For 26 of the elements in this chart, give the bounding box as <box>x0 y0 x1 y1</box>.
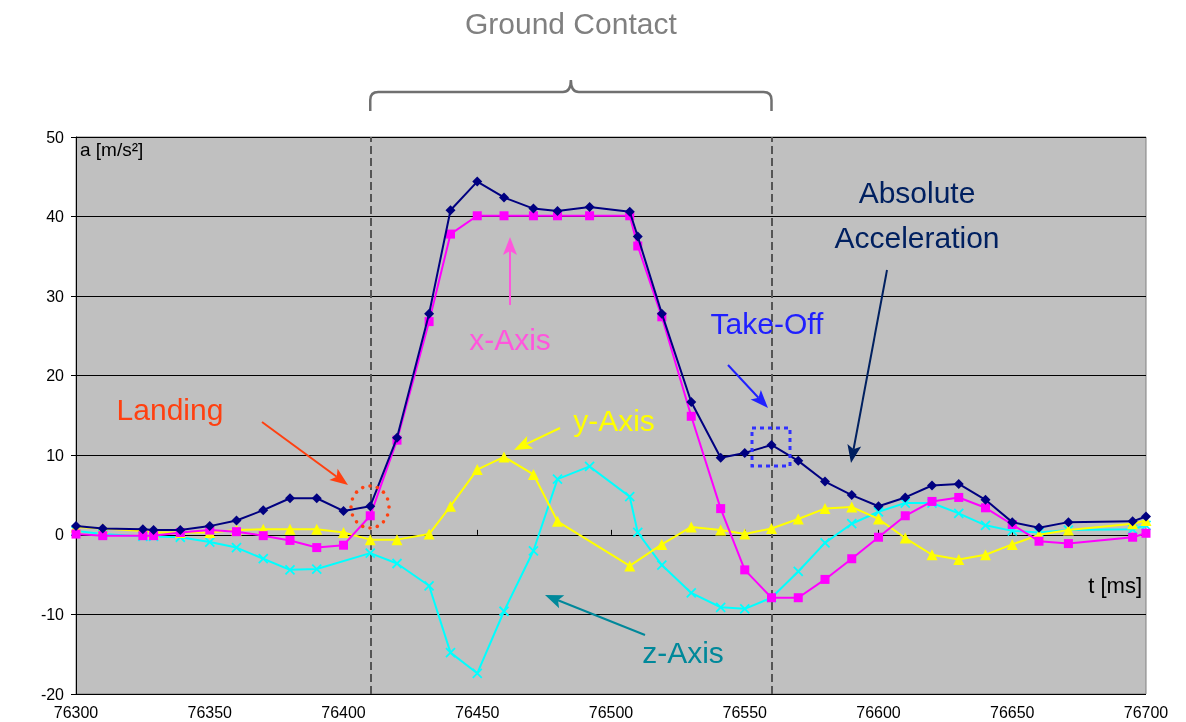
x-tick-label: 76500 <box>588 703 634 721</box>
y-tick-label: 10 <box>46 446 65 464</box>
text: Ground Contact <box>464 6 678 40</box>
y-tick-label: 20 <box>46 367 65 385</box>
annotation: Absolute Acceleration <box>834 175 1000 254</box>
annotation: y-Axis <box>573 403 655 437</box>
x-tick-label: 76300 <box>53 703 99 721</box>
annotation: Landing <box>116 392 224 426</box>
y-tick-label: 0 <box>55 526 65 544</box>
x-tick-label: 76700 <box>1123 703 1169 721</box>
y-tick-label: -10 <box>40 605 65 623</box>
x-tick-label: 76550 <box>722 703 768 721</box>
annotation: Take-Off <box>710 306 825 340</box>
y-tick-label: -20 <box>40 685 65 703</box>
x-tick-label: 76600 <box>856 703 901 721</box>
x-tick-label: 76400 <box>321 703 366 721</box>
annotation: z-Axis <box>642 635 724 669</box>
y-axis-title: a [m/s²] <box>80 139 144 161</box>
y-tick-label: 30 <box>46 287 65 305</box>
annotation: x-Axis <box>469 322 551 356</box>
y-tick-label: 40 <box>46 208 65 226</box>
x-axis-title: t [ms] <box>1088 572 1142 598</box>
y-tick-label: 50 <box>46 128 65 146</box>
x-tick-label: 76450 <box>455 703 500 721</box>
x-tick-label: 76350 <box>187 703 233 721</box>
x-tick-label: 76650 <box>990 703 1035 721</box>
